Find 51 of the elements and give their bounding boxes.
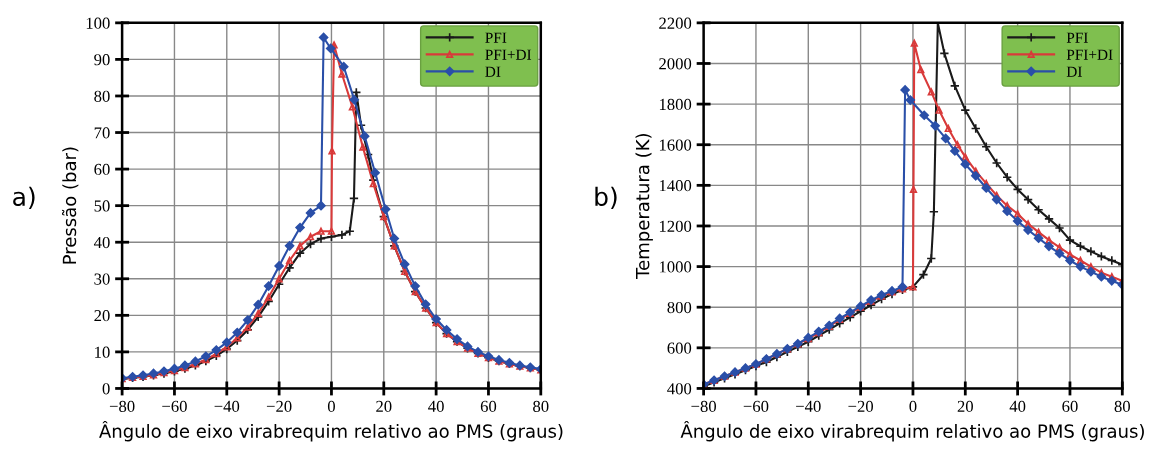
y-tick-label: 100 (86, 17, 110, 29)
y-tick-label: 1600 (659, 139, 692, 151)
y-axis-title: Temperatura (K) (635, 134, 653, 279)
x-tick-label: −40 (214, 400, 240, 412)
x-tick-label: −80 (109, 400, 135, 412)
y-axis-title: Pressão (bar) (61, 147, 79, 264)
y-tick-label: 20 (94, 310, 110, 322)
y-tick-label: 60 (94, 163, 110, 176)
x-tick-label: 0 (327, 400, 335, 412)
legend-label: PFI (1066, 32, 1088, 43)
x-tick-label: 80 (533, 400, 549, 412)
legend-label: PFI+DI (1066, 49, 1113, 60)
x-tick-label: −20 (266, 400, 292, 412)
y-tick-label: 90 (94, 54, 110, 66)
y-tick-label: 80 (94, 90, 110, 102)
y-tick-label: 50 (94, 200, 110, 212)
y-tick-label: 2000 (659, 58, 692, 70)
x-tick-label: 20 (376, 400, 392, 412)
x-tick-label: −40 (796, 400, 821, 412)
y-tick-label: 1000 (659, 261, 692, 273)
y-tick-label: 10 (95, 346, 110, 358)
y-tick-label: 1800 (659, 98, 692, 111)
text: b) (595, 186, 617, 209)
legend-label: DI (1066, 66, 1082, 77)
x-axis-title: Ângulo de eixo virabrequim relativo ao PMS (graus) (99, 420, 563, 442)
y-tick-label: 400 (667, 383, 692, 395)
x-tick-label: −60 (743, 400, 769, 412)
y-tick-label: 600 (667, 342, 692, 354)
x-tick-label: 0 (909, 400, 917, 412)
y-tick-label: 1400 (659, 180, 692, 192)
x-tick-label: 40 (428, 400, 444, 412)
y-tick-label: 1200 (659, 220, 692, 232)
y-tick-label: 0 (102, 383, 110, 395)
legend-label: DI (485, 66, 501, 77)
text: a) (13, 186, 35, 209)
x-tick-label: 80 (1114, 400, 1130, 412)
y-tick-label: 30 (94, 273, 110, 285)
x-tick-label: 60 (480, 400, 497, 412)
x-tick-label: −60 (162, 400, 187, 412)
y-tick-label: 800 (667, 301, 692, 314)
x-tick-label: 60 (1062, 400, 1078, 412)
x-tick-label: −20 (848, 400, 874, 412)
y-tick-label: 70 (94, 127, 110, 139)
legend-label: PFI+DI (485, 49, 532, 60)
legend-label: PFI (485, 32, 507, 43)
x-tick-label: 20 (957, 400, 973, 412)
x-tick-label: −80 (691, 400, 717, 412)
x-tick-label: 40 (1009, 400, 1026, 412)
y-tick-label: 40 (93, 236, 110, 249)
x-axis-title: Ângulo de eixo virabrequim relativo ao PMS (graus) (680, 420, 1144, 442)
y-tick-label: 2200 (659, 17, 692, 29)
